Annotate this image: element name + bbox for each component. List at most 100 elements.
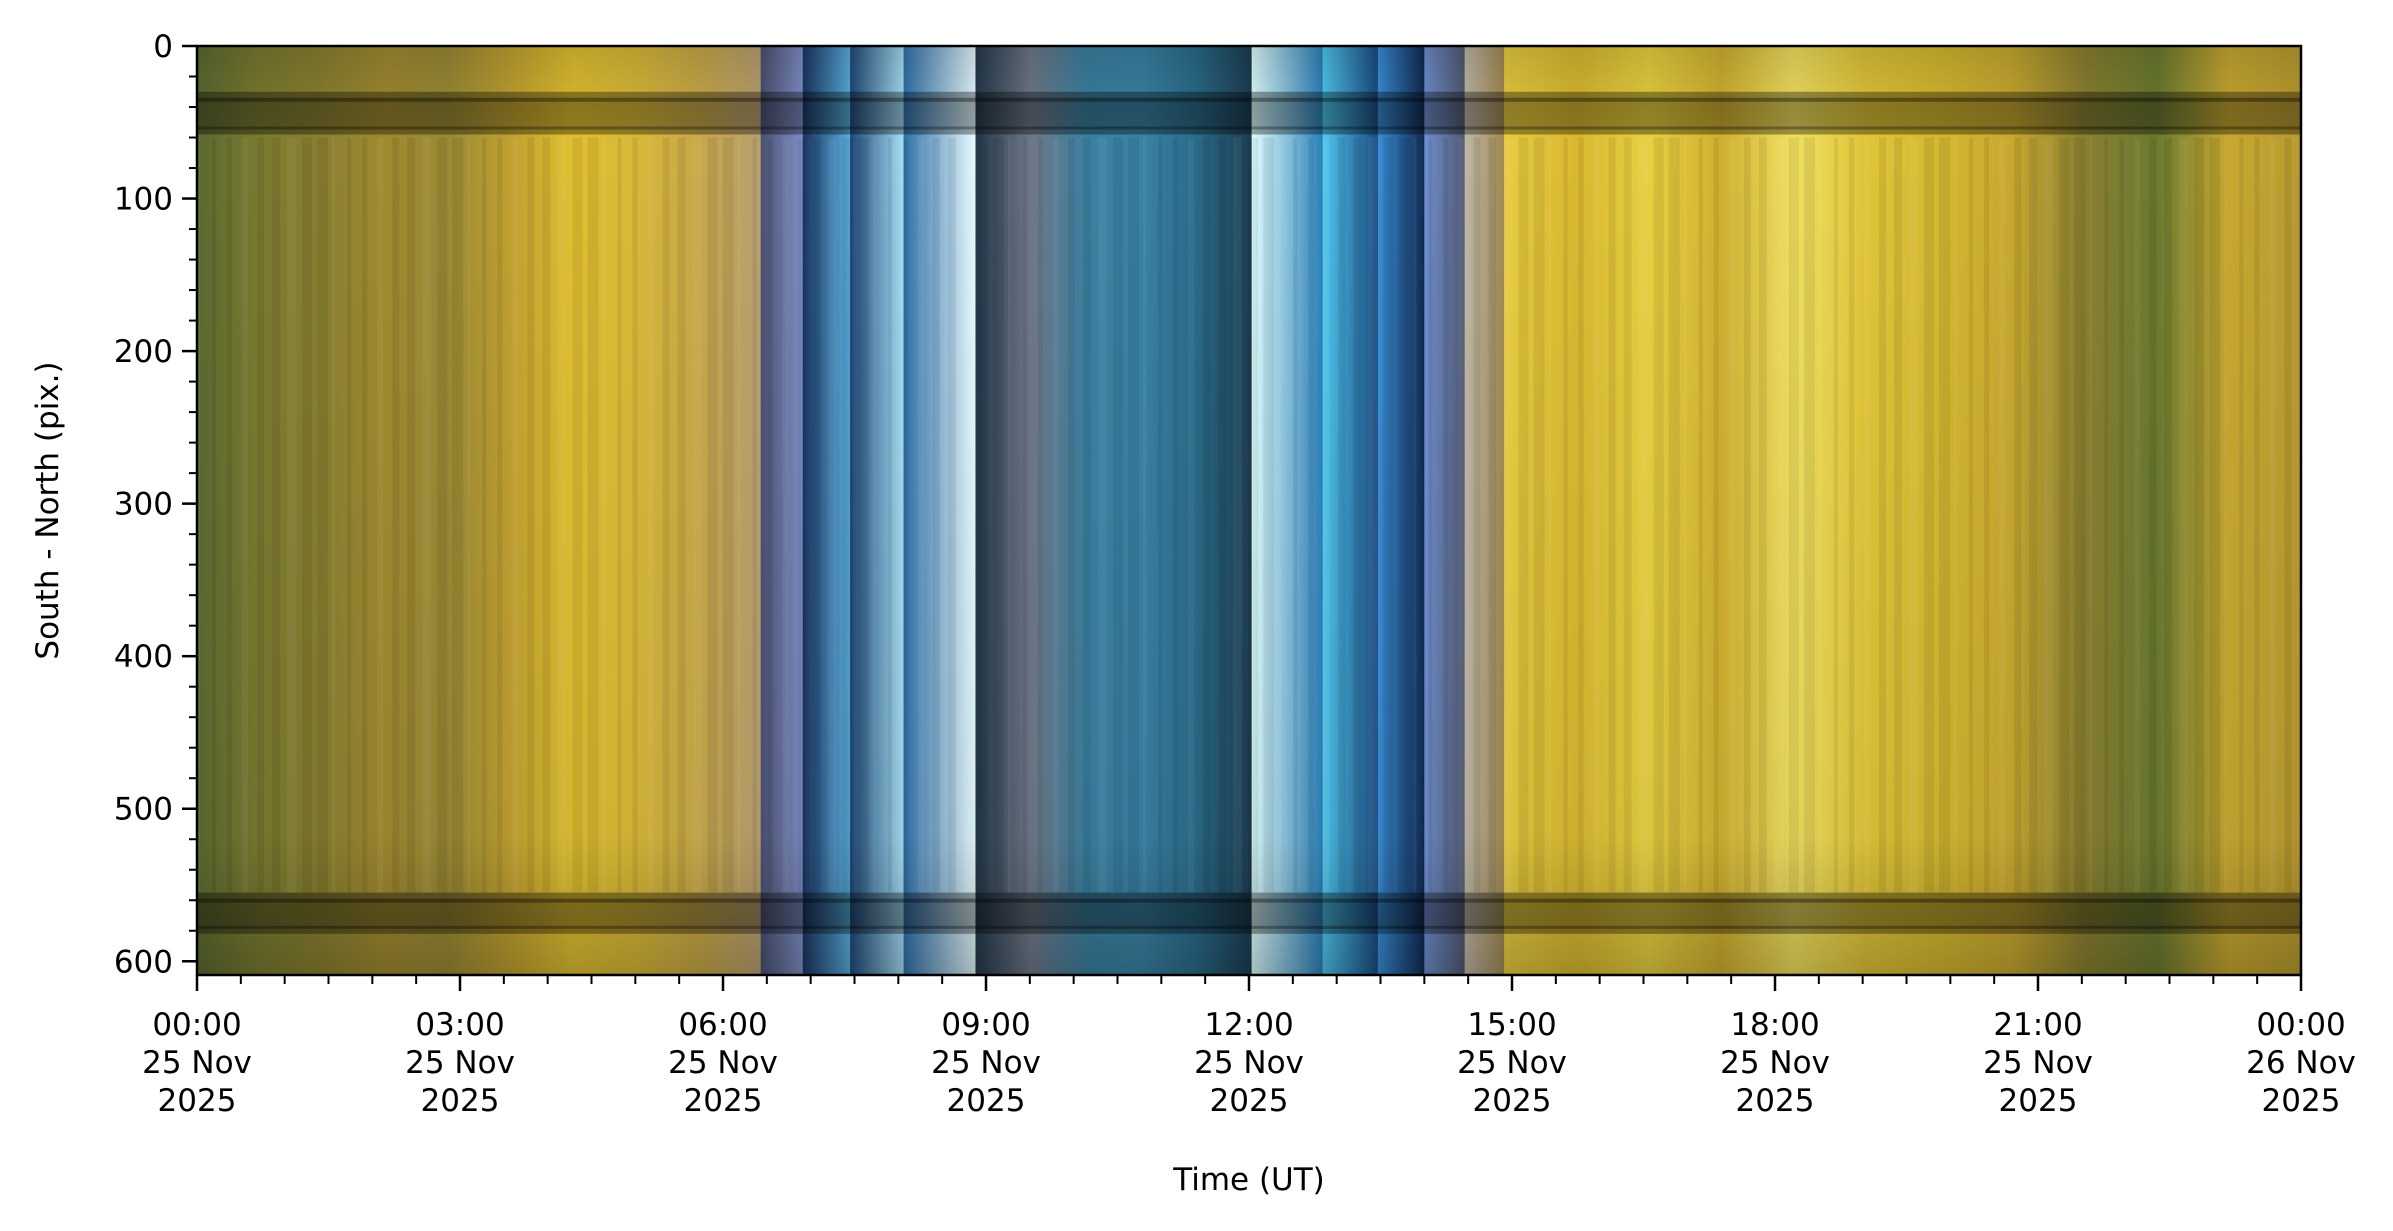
- streak: [692, 137, 702, 893]
- streak: [422, 137, 432, 893]
- y-tick-label: 200: [114, 334, 173, 370]
- streak: [1113, 137, 1124, 893]
- streak: [1218, 137, 1227, 893]
- streak: [272, 137, 281, 893]
- streak: [857, 137, 869, 893]
- streak: [557, 137, 567, 893]
- x-tick-date: 25 Nov: [668, 1045, 778, 1081]
- streak: [2239, 137, 2244, 893]
- streak: [2269, 137, 2276, 893]
- streak: [677, 137, 686, 893]
- streak: [2194, 137, 2205, 893]
- streak: [347, 137, 352, 893]
- x-tick-year: 2025: [1736, 1083, 1815, 1119]
- streak: [1323, 137, 1330, 893]
- streak: [1563, 137, 1568, 893]
- streak: [2119, 137, 2125, 893]
- streak: [2029, 137, 2038, 893]
- streak: [1833, 137, 1838, 893]
- streak: [242, 137, 249, 893]
- streak: [287, 137, 297, 893]
- x-tick-year: 2025: [947, 1083, 1026, 1119]
- x-tick-year: 2025: [1999, 1083, 2078, 1119]
- x-tick-label: 15:00 25 Nov 2025: [1457, 1007, 1567, 1119]
- streak: [1803, 137, 1815, 893]
- streak: [497, 137, 503, 893]
- streak: [962, 137, 972, 893]
- y-tick-label: 0: [153, 29, 173, 65]
- x-tick-label: 21:00 25 Nov 2025: [1983, 1007, 2093, 1119]
- streak: [542, 137, 551, 893]
- streak: [2164, 137, 2173, 893]
- x-tick-time: 18:00: [1730, 1007, 1819, 1043]
- streak: [1007, 137, 1011, 893]
- streak: [632, 137, 638, 893]
- streak: [2044, 137, 2054, 893]
- streak: [1698, 137, 1703, 893]
- streak: [662, 137, 670, 893]
- streak: [1503, 137, 1513, 893]
- streak: [1518, 137, 1529, 893]
- x-tick-label: 18:00 25 Nov 2025: [1720, 1007, 1830, 1119]
- x-tick-time: 00:00: [2256, 1007, 2345, 1043]
- streak: [1608, 137, 1616, 893]
- x-tick-year: 2025: [421, 1083, 500, 1119]
- streak: [1683, 137, 1687, 893]
- x-axis-label: Time (UT): [1172, 1162, 1325, 1198]
- dark-row-line: [197, 97, 2301, 102]
- streak: [1713, 137, 1719, 893]
- streak: [1908, 137, 1918, 893]
- streak: [362, 137, 368, 893]
- streak: [1353, 137, 1362, 893]
- x-tick-year: 2025: [1210, 1083, 1289, 1119]
- streak: [2224, 137, 2228, 893]
- dark-row: [197, 892, 2301, 934]
- streak: [197, 137, 200, 893]
- streak: [1188, 137, 1195, 893]
- streak: [2254, 137, 2260, 893]
- streak: [2089, 137, 2093, 893]
- streak: [602, 137, 606, 893]
- streak: [722, 137, 734, 893]
- x-tick-label: 00:00 26 Nov 2025: [2246, 1007, 2356, 1119]
- streak: [1443, 137, 1449, 893]
- streak: [1668, 137, 1680, 893]
- streak: [1052, 137, 1059, 893]
- y-axis-label: South - North (pix.): [30, 361, 66, 659]
- streak: [1939, 137, 1951, 893]
- streak: [1398, 137, 1410, 893]
- x-tick-date: 25 Nov: [1194, 1045, 1304, 1081]
- streak: [302, 137, 313, 893]
- streak: [452, 137, 464, 893]
- y-tick-label: 300: [114, 487, 173, 523]
- streak: [1248, 137, 1259, 893]
- streak: [767, 137, 773, 893]
- streak: [707, 137, 718, 893]
- streak: [902, 137, 908, 893]
- streak: [1428, 137, 1433, 893]
- streak: [1233, 137, 1243, 893]
- streak: [797, 137, 805, 893]
- dark-row-line: [197, 925, 2301, 929]
- streak: [1158, 137, 1163, 893]
- streak: [2209, 137, 2221, 893]
- streak: [1788, 137, 1799, 893]
- streak: [1203, 137, 1211, 893]
- streak: [1473, 137, 1481, 893]
- x-tick-time: 15:00: [1467, 1007, 1556, 1043]
- streak: [377, 137, 384, 893]
- x-tick-time: 21:00: [1993, 1007, 2082, 1043]
- streak: [437, 137, 448, 893]
- streak: [1143, 137, 1147, 893]
- x-tick-time: 06:00: [678, 1007, 767, 1043]
- streak: [1863, 137, 1870, 893]
- streak: [932, 137, 940, 893]
- streak: [1263, 137, 1275, 893]
- streak: [827, 137, 837, 893]
- streak: [1083, 137, 1092, 893]
- streak: [467, 137, 471, 893]
- streak: [1984, 137, 1990, 893]
- streak: [1338, 137, 1346, 893]
- dark-row-line: [197, 898, 2301, 903]
